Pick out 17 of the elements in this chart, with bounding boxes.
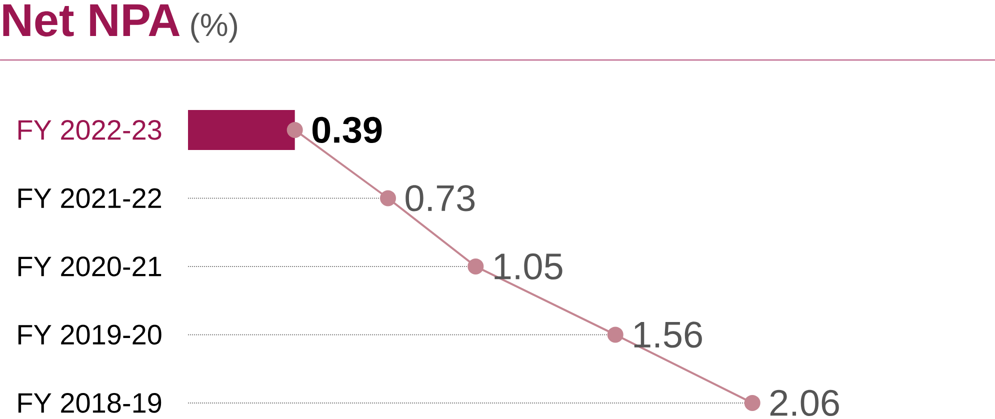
y-tick-label: FY 2019-20 (18, 324, 162, 345)
y-tick-label: FY 2020-21 (18, 256, 162, 276)
point (286, 122, 303, 138)
data-label: 0.73 (406, 185, 475, 212)
point (380, 190, 396, 206)
data-label: 0.39 (312, 116, 382, 144)
y-tick-label: FY 2018-19 (18, 393, 162, 413)
point (468, 258, 484, 274)
y-tick-label: FY 2022-23 (18, 120, 162, 140)
data-label: 1.56 (634, 322, 702, 348)
point (607, 326, 624, 343)
data-label: 2.06 (770, 390, 839, 416)
point (744, 394, 760, 411)
y-tick-label: FY 2021-22 (18, 188, 162, 208)
chart-subtitle: (%) (191, 12, 237, 43)
chart-title: Net NPA (3, 4, 180, 36)
data-label: 1.05 (494, 253, 562, 280)
